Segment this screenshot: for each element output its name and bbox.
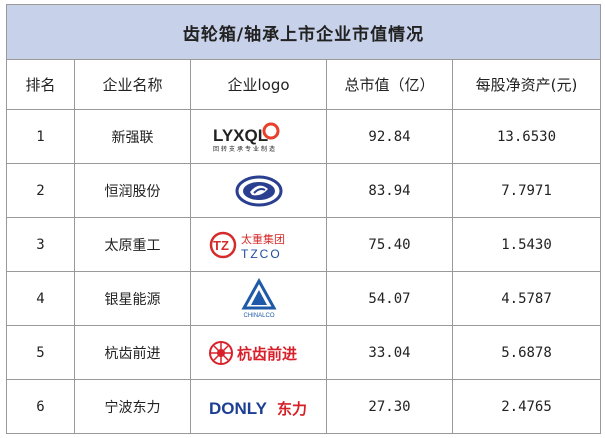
company-name-cell: 新强联 — [74, 109, 191, 164]
svg-text:TZ: TZ — [213, 238, 229, 253]
company-name-cell: 杭齿前进 — [74, 325, 191, 380]
rank-cell: 2 — [6, 163, 75, 218]
market-cap-table: 齿轮箱/轴承上市企业市值情况 排名 企业名称 企业logo 总市值（亿） 每股净… — [5, 4, 602, 434]
tzco-logo-cn-text: 太重集团 — [241, 232, 285, 246]
bvps-cell: 5.6878 — [451, 325, 602, 380]
rank-cell: 4 — [6, 271, 75, 326]
company-name-cell: 恒润股份 — [74, 163, 191, 218]
title-row: 齿轮箱/轴承上市企业市值情况 — [5, 4, 602, 60]
table-title: 齿轮箱/轴承上市企业市值情况 — [5, 4, 602, 60]
company-name-cell: 宁波东力 — [74, 379, 191, 434]
lyxql-logo-subtitle: 回转支承专业制造 — [213, 145, 277, 153]
logo-cell: 杭齿前进 — [190, 325, 327, 380]
donly-logo-cn-text: 东力 — [277, 400, 307, 418]
column-header-logo: 企业logo — [190, 59, 327, 110]
bvps-cell: 13.6530 — [451, 109, 602, 164]
table-row: 1 新强联 LYXQL 回转支承专业制造 92.84 13.6530 — [6, 109, 602, 164]
market-cap-cell: 54.07 — [326, 271, 453, 326]
rank-cell: 1 — [6, 109, 75, 164]
rank-cell: 3 — [6, 217, 75, 272]
rank-cell: 5 — [6, 325, 75, 380]
market-cap-cell: 83.94 — [326, 163, 453, 218]
column-header-market-cap: 总市值（亿） — [326, 59, 453, 110]
table-row: 2 恒润股份 83.94 7.7971 — [6, 163, 602, 218]
lyxql-logo-letters: LYXQL — [213, 126, 268, 145]
tzco-logo-icon: TZ 太重集团 TZCO — [209, 231, 285, 261]
table-row: 5 杭齿前进 杭齿前进 33.04 5.6878 — [6, 325, 602, 380]
column-header-company: 企业名称 — [74, 59, 191, 110]
lyxql-logo-icon: LYXQL 回转支承专业制造 — [213, 122, 279, 153]
bvps-cell: 1.5430 — [451, 217, 602, 272]
logo-cell: DONLY 东力 — [190, 379, 327, 434]
market-cap-table-container: 齿轮箱/轴承上市企业市值情况 排名 企业名称 企业logo 总市值（亿） 每股净… — [5, 4, 602, 434]
hangchi-logo-icon: 杭齿前进 — [208, 340, 297, 365]
table-row: 3 太原重工 TZ 太重集团 TZCO 75.40 1.5430 — [6, 217, 602, 272]
hangchi-logo-text: 杭齿前进 — [237, 345, 297, 363]
company-name-cell: 银星能源 — [74, 271, 191, 326]
logo-cell: LYXQL 回转支承专业制造 — [190, 109, 327, 164]
bvps-cell: 2.4765 — [451, 379, 602, 434]
market-cap-cell: 75.40 — [326, 217, 453, 272]
header-row: 排名 企业名称 企业logo 总市值（亿） 每股净资产(元) — [6, 59, 602, 110]
market-cap-cell: 27.30 — [326, 379, 453, 434]
chinalco-logo-icon: CHINALCO — [240, 277, 277, 319]
tzco-logo-en-text: TZCO — [241, 247, 282, 261]
hengrun-logo-icon — [235, 175, 282, 206]
column-header-bvps: 每股净资产(元) — [451, 59, 602, 110]
table-row: 6 宁波东力 DONLY 东力 27.30 2.4765 — [6, 379, 602, 434]
bvps-cell: 4.5787 — [451, 271, 602, 326]
company-name-cell: 太原重工 — [74, 217, 191, 272]
column-header-rank: 排名 — [6, 59, 75, 110]
table-row: 4 银星能源 CHINALCO 54.07 4.5787 — [6, 271, 602, 326]
logo-cell — [190, 163, 327, 218]
logo-cell: CHINALCO — [190, 271, 327, 326]
chinalco-logo-text: CHINALCO — [243, 313, 274, 319]
donly-logo-icon: DONLY 东力 — [209, 399, 307, 418]
donly-logo-en-text: DONLY — [209, 399, 268, 418]
market-cap-cell: 92.84 — [326, 109, 453, 164]
rank-cell: 6 — [6, 379, 75, 434]
logo-cell: TZ 太重集团 TZCO — [190, 217, 327, 272]
bvps-cell: 7.7971 — [451, 163, 602, 218]
market-cap-cell: 33.04 — [326, 325, 453, 380]
